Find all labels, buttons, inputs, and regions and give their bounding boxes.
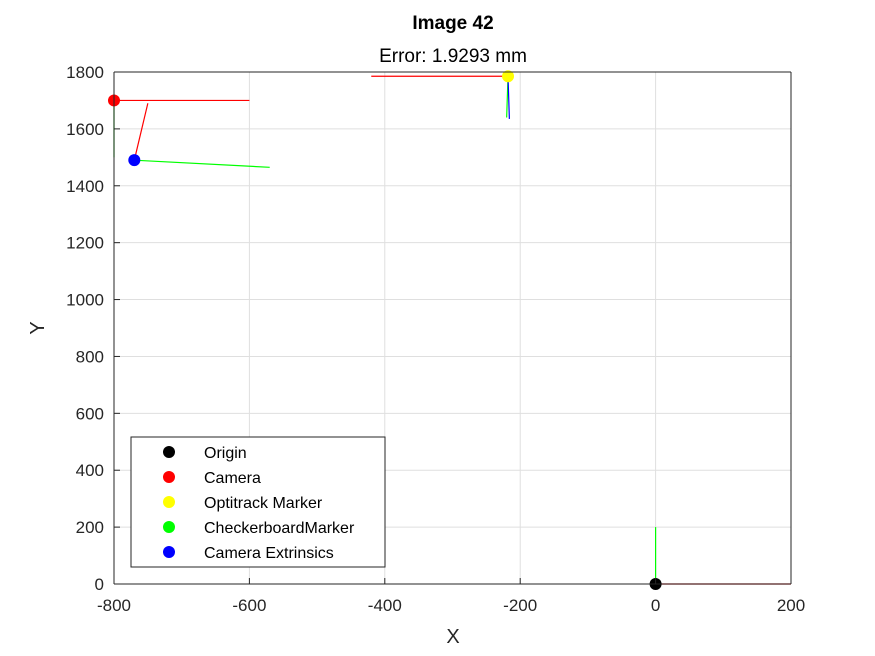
x-tick-label: -600 bbox=[232, 596, 266, 615]
pose-axis-segment bbox=[507, 76, 510, 119]
y-tick-label: 1800 bbox=[66, 63, 104, 82]
chart-subtitle: Error: 1.9293 mm bbox=[379, 46, 527, 67]
y-axis-label: Y bbox=[27, 321, 49, 334]
legend-label: Camera Extrinsics bbox=[204, 545, 334, 562]
y-tick-label: 200 bbox=[76, 518, 104, 537]
legend-marker bbox=[163, 521, 175, 533]
y-tick-label: 1000 bbox=[66, 291, 104, 310]
x-tick-label: 200 bbox=[777, 596, 805, 615]
y-tick-label: 600 bbox=[76, 404, 104, 423]
legend-label: Camera bbox=[204, 470, 261, 487]
y-tick-label: 0 bbox=[95, 575, 104, 594]
legend-marker bbox=[163, 446, 175, 458]
x-tick-label: -200 bbox=[503, 596, 537, 615]
x-tick-label: -800 bbox=[97, 596, 131, 615]
y-tick-label: 1600 bbox=[66, 120, 104, 139]
y-tick-label: 800 bbox=[76, 347, 104, 366]
x-tick-label: -400 bbox=[368, 596, 402, 615]
legend-label: Origin bbox=[204, 445, 247, 462]
y-tick-label: 400 bbox=[76, 461, 104, 480]
pose-axis-segment bbox=[133, 103, 149, 161]
legend-label: CheckerboardMarker bbox=[204, 520, 355, 537]
point-camera-extrinsics bbox=[128, 154, 141, 167]
legend: Origin Camera Optitrack Marker Checkerboard… bbox=[130, 436, 386, 568]
x-axis-label: X bbox=[446, 626, 459, 648]
y-tick-label: 1400 bbox=[66, 177, 104, 196]
plot-frame bbox=[113, 71, 792, 585]
pose-axis-segment bbox=[134, 159, 270, 168]
y-tick-label: 1200 bbox=[66, 234, 104, 253]
x-tick-label: 0 bbox=[651, 596, 660, 615]
legend-marker bbox=[163, 546, 175, 558]
y-axis-ticks: 0 200 400 600 800 1000 1200 1400 1600 1800 bbox=[66, 63, 120, 594]
legend-marker bbox=[163, 471, 175, 483]
legend-label: Optitrack Marker bbox=[204, 495, 323, 512]
x-axis-ticks: -800 -600 -400 -200 0 200 bbox=[97, 578, 805, 615]
chart-title: Image 42 bbox=[412, 13, 493, 34]
point-optitrack-marker bbox=[502, 70, 515, 83]
legend-marker bbox=[163, 496, 175, 508]
